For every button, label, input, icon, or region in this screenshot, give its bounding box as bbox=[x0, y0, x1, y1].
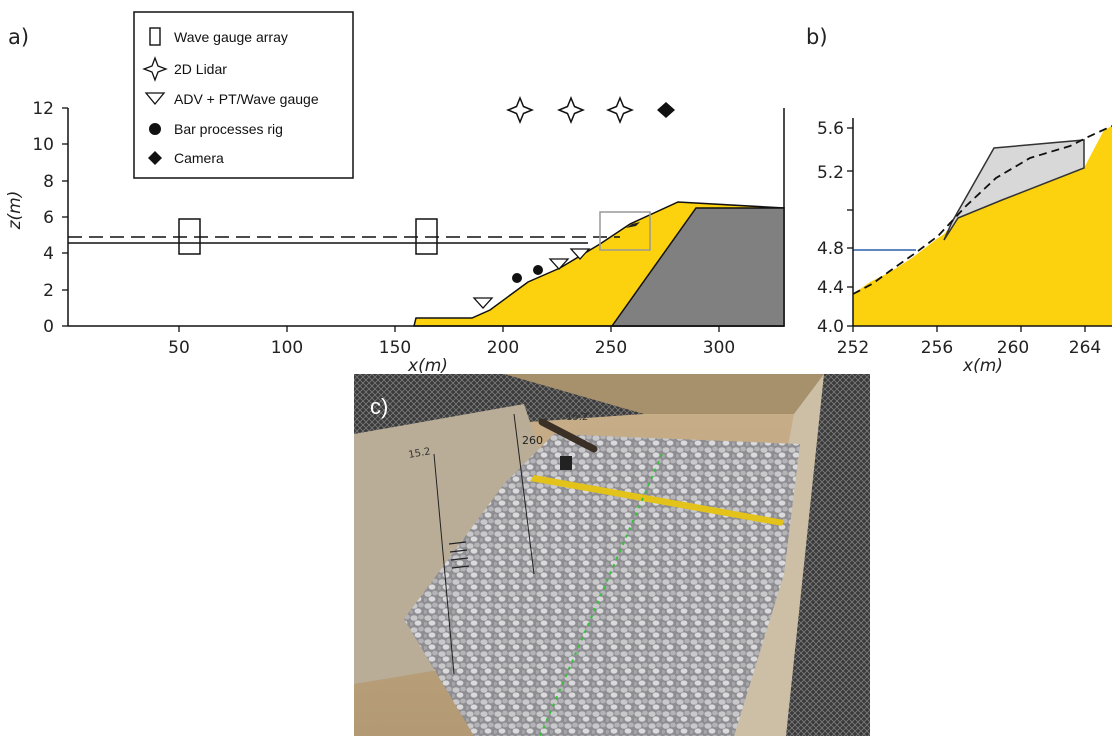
y-tick-label: 2 bbox=[43, 281, 54, 301]
legend-label: ADV + PT/Wave gauge bbox=[174, 91, 319, 107]
x-tick-label: 100 bbox=[271, 338, 303, 358]
x-axis-label: x(m) bbox=[407, 356, 448, 376]
legend-label: 2D Lidar bbox=[174, 61, 227, 77]
panel-a-label: a) bbox=[8, 25, 29, 49]
bar-rig-dot-1 bbox=[512, 273, 522, 283]
x-tick-label: 252 bbox=[837, 338, 869, 358]
y-tick-label: 4.4 bbox=[817, 278, 844, 298]
legend-label: Bar processes rig bbox=[174, 121, 283, 137]
y-tick-label: 0 bbox=[43, 317, 54, 337]
instrument-housing bbox=[560, 456, 572, 470]
x-ticks bbox=[853, 326, 1085, 332]
x-tick-label: 300 bbox=[703, 338, 735, 358]
x-tick-label: 150 bbox=[379, 338, 411, 358]
lidar-icon-2 bbox=[559, 98, 583, 122]
y-tick-label: 8 bbox=[43, 172, 54, 192]
y-ticks bbox=[847, 128, 853, 326]
x-tick-label: 200 bbox=[487, 338, 519, 358]
bar-rig-dot-2 bbox=[533, 265, 543, 275]
y-tick-label: 4.8 bbox=[817, 239, 844, 259]
y-tick-label: 12 bbox=[32, 99, 54, 119]
x-tick-label: 50 bbox=[168, 338, 190, 358]
scale-mark: 260 bbox=[522, 434, 543, 447]
panel-c-label: c) bbox=[370, 394, 388, 419]
y-ticks bbox=[62, 108, 68, 326]
camera-icon bbox=[657, 102, 675, 118]
y-tick-label: 10 bbox=[32, 135, 54, 155]
lidar-icon-1 bbox=[508, 98, 532, 122]
legend-label: Camera bbox=[174, 150, 224, 166]
y-axis-label: z(m) bbox=[5, 191, 25, 231]
panel-b-label: b) bbox=[806, 25, 828, 49]
scale-mark: 15.2 bbox=[566, 412, 588, 423]
x-ticks bbox=[179, 326, 719, 332]
x-tick-label: 256 bbox=[921, 338, 953, 358]
x-tick-label: 250 bbox=[595, 338, 627, 358]
flume-photo: 260 15.2 15.2 c) bbox=[354, 374, 870, 736]
legend-label: Wave gauge array bbox=[174, 29, 288, 45]
x-tick-label: 264 bbox=[1069, 338, 1101, 358]
adv-triangle-1 bbox=[474, 298, 492, 308]
lidar-icon-3 bbox=[608, 98, 632, 122]
x-tick-label: 260 bbox=[997, 338, 1029, 358]
filled-circle-icon bbox=[149, 123, 161, 135]
y-tick-label: 5.6 bbox=[817, 119, 844, 139]
panel-a: a) bbox=[5, 12, 784, 376]
x-axis-label: x(m) bbox=[962, 356, 1003, 376]
y-tick-label: 5.2 bbox=[817, 163, 844, 183]
y-tick-label: 6 bbox=[43, 208, 54, 228]
y-tick-label: 4 bbox=[43, 244, 54, 264]
legend: Wave gauge array 2D Lidar ADV + PT/Wave … bbox=[134, 12, 353, 178]
y-tick-label: 4.0 bbox=[817, 317, 844, 337]
panel-b: b) 4.0 4.4 4.8 5.2 5.6 252 bbox=[806, 25, 1112, 376]
